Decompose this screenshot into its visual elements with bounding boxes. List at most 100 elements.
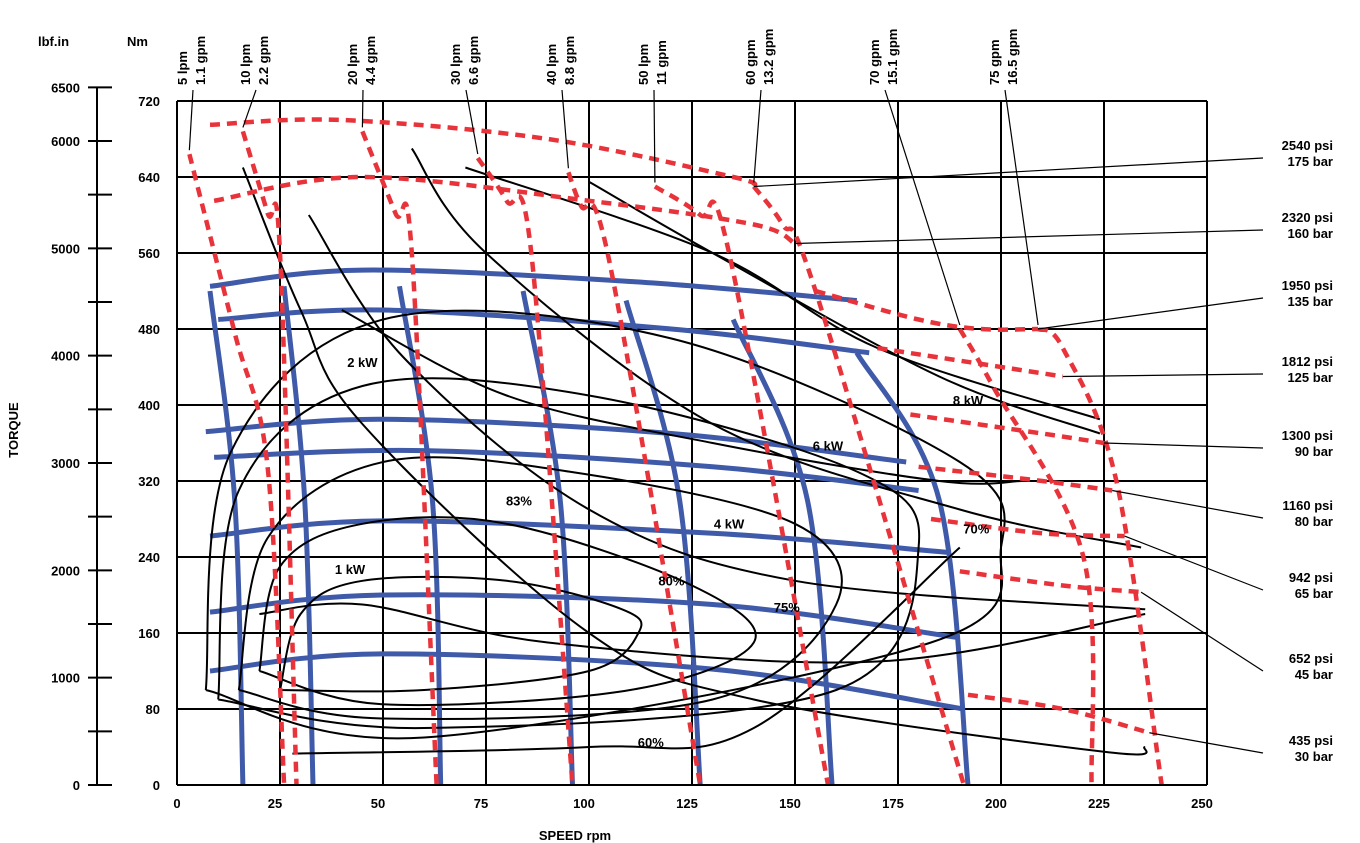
pressure-label-bar: 30 bar <box>1295 749 1333 764</box>
power-contour-label: 8 kW <box>953 393 984 408</box>
pressure-label-psi: 652 psi <box>1289 651 1333 666</box>
flow-line <box>1036 326 1164 786</box>
flow-leader <box>465 89 479 155</box>
labels: lbf.in Nm SPEED rpm TORQUE 0 25 50 75 100 125… <box>6 29 1333 843</box>
flow-label-gpm: 6.6 gpm <box>466 36 481 85</box>
nm-tick-label: 560 <box>138 246 160 261</box>
flow-label-gpm: 11 gpm <box>654 40 669 85</box>
power-contour-label: 4 kW <box>714 517 745 532</box>
flow-leader <box>188 89 194 151</box>
pressure-label-psi: 1160 psi <box>1282 498 1333 513</box>
nm-tick-label: 80 <box>146 702 160 717</box>
pressure-label-bar: 65 bar <box>1295 586 1333 601</box>
x-axis-title: SPEED rpm <box>539 828 611 843</box>
efficiency-contour-label: 70% <box>963 521 989 536</box>
x-tick-label: 250 <box>1191 796 1213 811</box>
efficiency-contour-label: 60% <box>638 735 664 750</box>
x-tick-label: 100 <box>573 796 595 811</box>
pressure-line <box>877 345 1064 379</box>
pressure-leader <box>794 229 1264 245</box>
pressure-label-psi: 1300 psi <box>1282 428 1333 443</box>
flow-label-gpm: 13.2 gpm <box>761 29 776 85</box>
flow-label-gpm: 4.4 gpm <box>363 36 378 85</box>
flow-leader <box>242 89 257 128</box>
lbf-unit-label: lbf.in <box>38 34 69 49</box>
lbf-tick-label: 0 <box>73 778 80 793</box>
flow-leader <box>753 89 762 183</box>
pressure-blue-line <box>214 447 919 493</box>
pressure-label-bar: 160 bar <box>1287 226 1333 241</box>
x-tick-label: 50 <box>371 796 385 811</box>
flow-leader <box>884 89 961 326</box>
flow-label-lpm: 5 lpm <box>175 51 190 85</box>
pressure-label-psi: 2320 psi <box>1282 210 1333 225</box>
lbf-tick-label: 6000 <box>51 134 80 149</box>
pressure-blue-line <box>218 307 870 356</box>
efficiency-contour-label: 83% <box>506 494 532 509</box>
pressure-line <box>930 516 1125 539</box>
lbf-tick-label: 5000 <box>51 241 80 256</box>
x-tick-label: 25 <box>268 796 282 811</box>
x-tick-label: 175 <box>882 796 904 811</box>
contour-line <box>259 602 1146 664</box>
flow-label-gpm: 16.5 gpm <box>1005 29 1020 85</box>
pressure-label-psi: 435 psi <box>1289 733 1333 748</box>
power-contour-label: 2 kW <box>347 355 378 370</box>
flow-line <box>653 184 831 786</box>
pressure-label-psi: 2540 psi <box>1282 138 1333 153</box>
x-tick-label: 75 <box>474 796 488 811</box>
pressure-leader <box>1124 535 1264 591</box>
x-tick-label: 125 <box>676 796 698 811</box>
contour-line <box>237 456 843 720</box>
pressure-leader <box>1037 297 1264 330</box>
flow-label-lpm: 20 lpm <box>345 44 360 85</box>
pressure-line <box>910 412 1105 446</box>
contour-line <box>410 147 1142 549</box>
flow-line <box>475 156 575 786</box>
power-contour-label: 6 kW <box>813 439 844 454</box>
pressure-label-bar: 45 bar <box>1295 667 1333 682</box>
lbf-tick-label: 2000 <box>51 563 80 578</box>
pressure-label-psi: 1950 psi <box>1282 278 1333 293</box>
pressure-blue-line <box>209 592 961 641</box>
pressure-line <box>213 174 797 246</box>
y-axis-title: TORQUE <box>6 402 21 458</box>
pressure-leader <box>1149 732 1264 754</box>
pressure-label-psi: 942 psi <box>1289 570 1333 585</box>
x-tick-label: 225 <box>1088 796 1110 811</box>
pressure-blue-line <box>209 267 858 303</box>
pressure-leader <box>1062 373 1264 378</box>
efficiency-contour-label: 80% <box>658 574 684 589</box>
displacement-line <box>730 318 835 786</box>
pressure-line <box>918 464 1113 493</box>
contour-line <box>465 166 1101 421</box>
x-tick-label: 150 <box>779 796 801 811</box>
displacement-line <box>623 299 703 786</box>
flow-label-lpm: 30 lpm <box>448 44 463 85</box>
lbf-tick-label: 4000 <box>51 349 80 364</box>
pressure-label-bar: 175 bar <box>1287 154 1333 169</box>
pressure-line <box>967 692 1150 735</box>
flow-label-gpm: 2.2 gpm <box>256 36 271 85</box>
x-tick-label: 200 <box>985 796 1007 811</box>
contour-line <box>341 309 1022 485</box>
flow-line <box>566 171 703 786</box>
pressure-label-bar: 80 bar <box>1295 514 1333 529</box>
nm-tick-label: 320 <box>138 474 160 489</box>
flow-line <box>360 130 439 786</box>
flow-label-lpm: 75 gpm <box>987 39 1002 85</box>
pressure-label-bar: 135 bar <box>1287 294 1333 309</box>
pressure-line <box>209 117 758 189</box>
contour-line <box>292 546 961 755</box>
nm-tick-label: 160 <box>138 626 160 641</box>
contour-line <box>307 214 1146 611</box>
contour-line <box>279 575 643 693</box>
flow-label-gpm: 1.1 gpm <box>193 36 208 85</box>
lbf-tick-label: 3000 <box>51 456 80 471</box>
flow-label-lpm: 60 gpm <box>743 39 758 85</box>
contour-line <box>204 309 1006 740</box>
flow-label-lpm: 70 gpm <box>867 39 882 85</box>
displacement-line <box>854 351 971 786</box>
nm-tick-label: 720 <box>138 94 160 109</box>
